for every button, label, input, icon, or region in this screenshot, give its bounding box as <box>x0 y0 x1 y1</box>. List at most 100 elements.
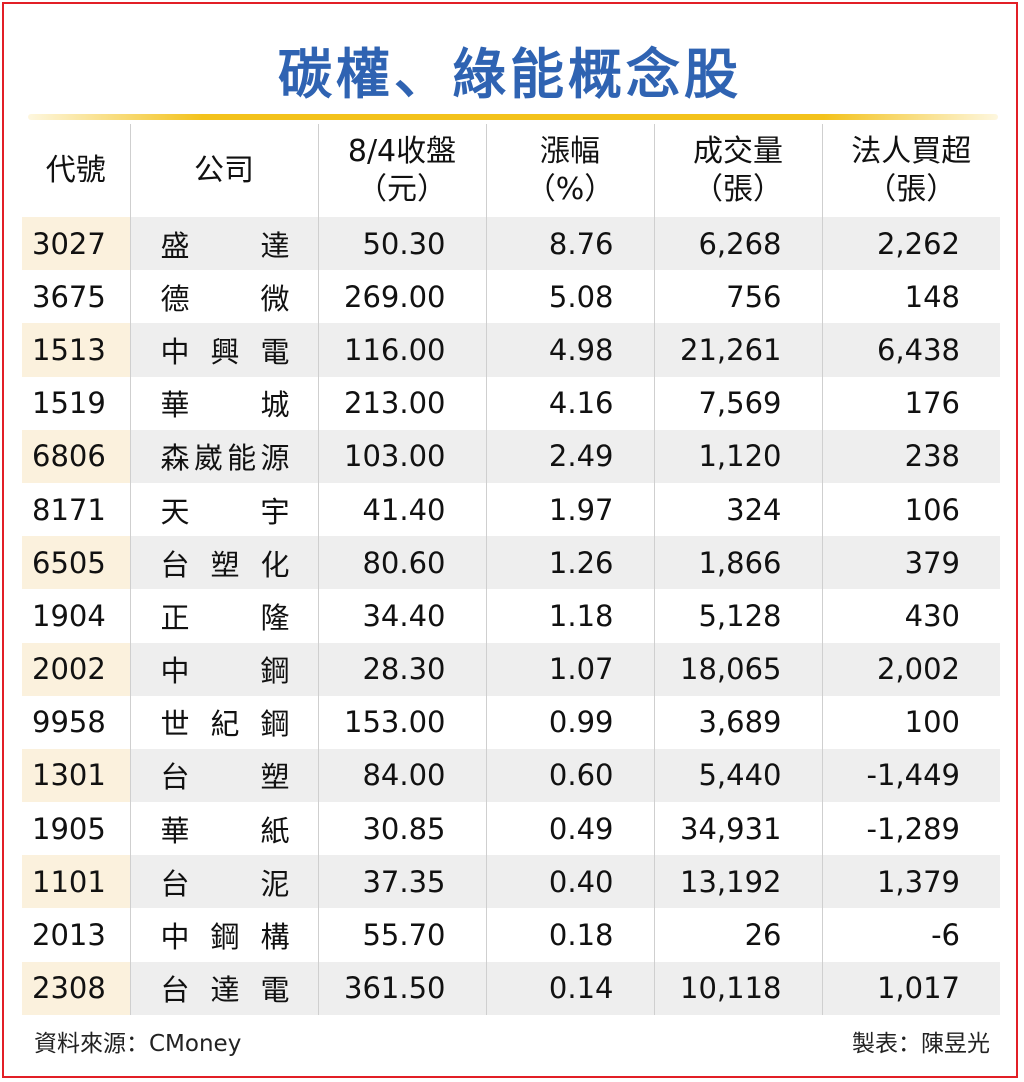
company-name: 台達電 <box>160 973 290 1008</box>
cell-institutional: -1,289 <box>821 802 1000 856</box>
cell-close: 50.30 <box>317 217 486 271</box>
cell-company: 正 隆 <box>129 589 318 643</box>
table-row: 1301 台 塑 84.00 0.60 5,440 -1,449 <box>22 748 1000 803</box>
cell-close: 30.85 <box>317 802 486 856</box>
cell-change: 1.07 <box>485 642 654 696</box>
cell-code: 2308 <box>22 961 130 1015</box>
cell-volume: 756 <box>653 270 822 324</box>
cell-close: 34.40 <box>317 589 486 643</box>
cell-company: 中興電 <box>129 323 318 377</box>
cell-change: 1.26 <box>485 536 654 590</box>
cell-code: 6505 <box>22 536 130 590</box>
table-row: 1905 華 紙 30.85 0.49 34,931 -1,289 <box>22 802 1000 856</box>
company-name: 正 隆 <box>160 600 290 635</box>
cell-close: 55.70 <box>317 908 486 962</box>
cell-code: 9958 <box>32 705 106 740</box>
cell-close: 28.30 <box>317 642 486 696</box>
cell-change: 0.40 <box>485 855 654 909</box>
cell-institutional: -1,449 <box>821 748 1000 803</box>
header-volume: 成交量 （張） <box>653 124 822 217</box>
table-row: 1904 正 隆 34.40 1.18 5,128 430 <box>22 589 1000 643</box>
table-row: 2013 中鋼構 55.70 0.18 26 -6 <box>22 908 1000 962</box>
cell-close: 361.50 <box>317 961 486 1015</box>
cell-close: 37.35 <box>317 855 486 909</box>
cell-change: 0.18 <box>485 908 654 962</box>
cell-change: 0.14 <box>485 961 654 1015</box>
cell-code: 1519 <box>32 386 106 421</box>
header-change: 漲幅 （%） <box>485 124 654 217</box>
header-institutional: 法人買超 （張） <box>821 124 1000 217</box>
table-row: 2002 中 鋼 28.30 1.07 18,065 2,002 <box>22 642 1000 696</box>
cell-volume: 1,120 <box>653 429 822 483</box>
company-name: 世紀鋼 <box>160 707 290 742</box>
cell-institutional: 2,002 <box>821 642 1000 696</box>
cell-company: 台達電 <box>129 961 318 1015</box>
table-row: 9958 世紀鋼 153.00 0.99 3,689 100 <box>22 695 1000 749</box>
cell-company: 台塑化 <box>129 536 318 590</box>
cell-change: 0.99 <box>485 695 654 749</box>
header-code: 代號 <box>45 152 106 188</box>
cell-code: 3027 <box>22 217 130 271</box>
table-row: 1101 台 泥 37.35 0.40 13,192 1,379 <box>22 855 1000 909</box>
cell-company: 森崴能源 <box>129 429 318 483</box>
cell-close: 80.60 <box>317 536 486 590</box>
company-name: 台塑化 <box>160 547 290 582</box>
cell-institutional: 430 <box>821 589 1000 643</box>
cell-volume: 5,440 <box>653 748 822 803</box>
cell-company: 盛 達 <box>129 217 318 271</box>
company-name: 中鋼構 <box>160 920 290 955</box>
header-company: 公司 <box>129 124 318 217</box>
cell-code: 2013 <box>32 918 106 953</box>
table-row: 3675 德 微 269.00 5.08 756 148 <box>22 270 1000 324</box>
cell-company: 德 微 <box>129 270 318 324</box>
cell-institutional: -6 <box>821 908 1000 962</box>
table-row: 6505 台塑化 80.60 1.26 1,866 379 <box>22 536 1000 590</box>
cell-institutional: 100 <box>821 695 1000 749</box>
cell-volume: 18,065 <box>653 642 822 696</box>
cell-code: 2002 <box>22 642 130 696</box>
company-name: 盛 達 <box>160 228 290 263</box>
company-name: 華 城 <box>160 388 290 423</box>
cell-volume: 5,128 <box>653 589 822 643</box>
cell-close: 41.40 <box>317 482 486 537</box>
cell-company: 華 紙 <box>129 802 318 856</box>
cell-change: 8.76 <box>485 217 654 271</box>
cell-code: 1905 <box>32 811 106 846</box>
cell-change: 0.49 <box>485 802 654 856</box>
cell-code: 6806 <box>22 429 130 483</box>
cell-code: 1301 <box>22 748 130 803</box>
company-name: 中 鋼 <box>160 654 290 689</box>
cell-code: 1513 <box>22 323 130 377</box>
company-name: 中興電 <box>160 334 290 369</box>
cell-volume: 7,569 <box>653 376 822 430</box>
page-title: 碳權、綠能概念股 <box>278 43 742 106</box>
table-row: 2308 台達電 361.50 0.14 10,118 1,017 <box>22 961 1000 1015</box>
table-row: 1519 華 城 213.00 4.16 7,569 176 <box>22 376 1000 430</box>
credit-note: 製表：陳昱光 <box>852 1031 990 1057</box>
source-note: 資料來源：CMoney <box>34 1031 242 1057</box>
cell-change: 5.08 <box>485 270 654 324</box>
company-name: 台 塑 <box>160 760 290 795</box>
cell-volume: 10,118 <box>653 961 822 1015</box>
table-row: 6806 森崴能源 103.00 2.49 1,120 238 <box>22 429 1000 483</box>
company-name: 華 紙 <box>160 813 290 848</box>
cell-company: 華 城 <box>129 376 318 430</box>
cell-institutional: 1,017 <box>821 961 1000 1015</box>
table-row: 8171 天 宇 41.40 1.97 324 106 <box>22 482 1000 537</box>
cell-close: 103.00 <box>317 429 486 483</box>
cell-institutional: 2,262 <box>821 217 1000 271</box>
cell-close: 84.00 <box>317 748 486 803</box>
cell-company: 中鋼構 <box>129 908 318 962</box>
cell-change: 4.98 <box>485 323 654 377</box>
cell-volume: 3,689 <box>653 695 822 749</box>
cell-volume: 324 <box>653 482 822 537</box>
cell-close: 153.00 <box>317 695 486 749</box>
cell-change: 4.16 <box>485 376 654 430</box>
cell-code: 3675 <box>32 279 106 314</box>
cell-change: 0.60 <box>485 748 654 803</box>
cell-institutional: 6,438 <box>821 323 1000 377</box>
cell-company: 天 宇 <box>129 482 318 537</box>
cell-change: 1.18 <box>485 589 654 643</box>
cell-volume: 6,268 <box>653 217 822 271</box>
cell-close: 269.00 <box>317 270 486 324</box>
